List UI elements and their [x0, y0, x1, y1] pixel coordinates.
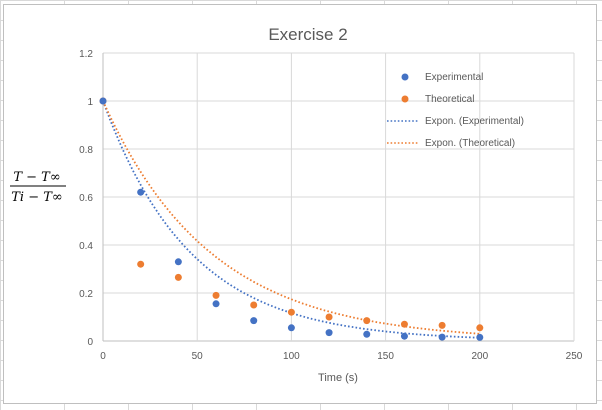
y-tick-label: 0.4 [79, 241, 93, 252]
data-point-experimental [212, 300, 220, 308]
y-tick-label: 0.8 [79, 145, 93, 156]
legend-label-experimental: Experimental [425, 72, 483, 83]
y-axis-title: T − T∞ Ti − T∞ [10, 170, 66, 205]
y-axis-title-numerator: T − T∞ [13, 170, 60, 185]
trendline-expon-theoretical [102, 100, 480, 335]
data-point-experimental [325, 329, 333, 337]
data-point-theoretical [363, 317, 371, 325]
data-point-experimental [174, 258, 182, 266]
data-point-theoretical [325, 313, 333, 321]
data-point-experimental [400, 332, 408, 340]
y-axis-title-denominator: Ti − T∞ [11, 190, 63, 205]
gridlines [102, 52, 575, 342]
y-tick-label: 1.2 [79, 49, 93, 60]
x-tick-label: 100 [283, 351, 300, 362]
trendline-expon-experimental [102, 100, 480, 339]
legend-label-theoretical: Theoretical [425, 94, 474, 105]
y-tick-label: 0 [87, 337, 93, 348]
data-point-experimental [137, 188, 145, 196]
data-point-experimental [363, 330, 371, 338]
chart-area[interactable] [3, 4, 597, 404]
data-point-theoretical [400, 320, 408, 328]
legend[interactable]: Experimental Theoretical Expon. (Experim… [387, 72, 524, 149]
tick-labels: 0 50 100 150 200 250 0 0.2 0.4 0.6 0.8 1 1.2 [79, 49, 583, 362]
y-tick-label: 0.6 [79, 193, 93, 204]
data-point-experimental [476, 333, 484, 341]
data-point-theoretical [137, 260, 145, 268]
legend-marker-theoretical [401, 95, 409, 103]
x-tick-label: 150 [377, 351, 394, 362]
x-tick-label: 200 [471, 351, 488, 362]
data-point-theoretical [174, 273, 182, 281]
data-point-theoretical [287, 308, 295, 316]
data-points [99, 97, 484, 341]
data-point-experimental [287, 324, 295, 332]
trendlines [102, 100, 480, 339]
legend-marker-experimental [401, 73, 409, 81]
y-tick-label: 0.2 [79, 289, 93, 300]
data-point-theoretical [250, 301, 258, 309]
data-point-experimental [438, 333, 446, 341]
chart-title: Exercise 2 [268, 25, 347, 44]
y-tick-label: 1 [87, 97, 93, 108]
x-tick-label: 0 [100, 351, 106, 362]
data-point-theoretical [476, 324, 484, 332]
x-axis-title: Time (s) [318, 372, 358, 384]
legend-label-expon-theoretical: Expon. (Theoretical) [425, 138, 515, 149]
legend-label-expon-experimental: Expon. (Experimental) [425, 116, 524, 127]
x-tick-label: 50 [192, 351, 204, 362]
data-point-experimental [250, 317, 258, 325]
data-point-theoretical [438, 321, 446, 329]
x-tick-label: 250 [566, 351, 583, 362]
data-point-theoretical [212, 291, 220, 299]
data-point-experimental [99, 97, 107, 105]
